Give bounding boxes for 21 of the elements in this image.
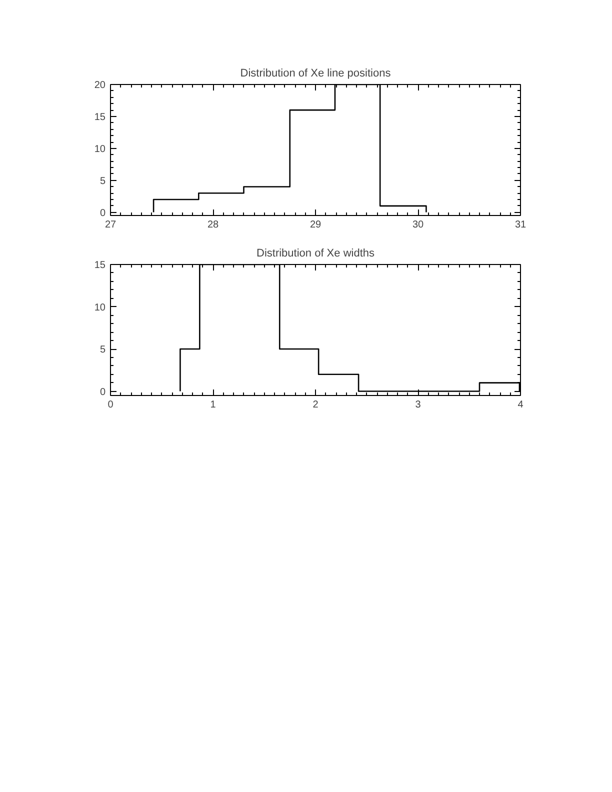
y-tick-label: 15	[94, 112, 106, 123]
x-tick-label: 31	[514, 220, 526, 230]
y-tick-label: 10	[94, 144, 106, 155]
y-tick-label: 20	[94, 80, 106, 91]
x-tick-label: 2	[312, 400, 319, 410]
x-tick-label: 4	[518, 400, 524, 410]
y-tick-label: 5	[100, 344, 106, 356]
chart-title: Distribution of Xe line positions	[240, 68, 392, 80]
y-tick-label: 15	[94, 260, 106, 271]
y-tick-label: 5	[100, 176, 106, 187]
x-tick-label: 0	[108, 400, 114, 410]
y-tick-label: 10	[94, 302, 106, 314]
x-tick-label: 27	[104, 220, 116, 230]
x-tick-label: 29	[310, 220, 322, 230]
x-tick-label: 30	[412, 220, 424, 230]
y-tick-label: 0	[100, 208, 106, 219]
x-tick-label: 28	[207, 220, 219, 230]
chart-title: Distribution of Xe widths	[256, 248, 375, 260]
y-tick-label: 0	[100, 386, 106, 398]
x-tick-label: 1	[210, 400, 216, 410]
x-tick-label: 3	[415, 400, 422, 410]
